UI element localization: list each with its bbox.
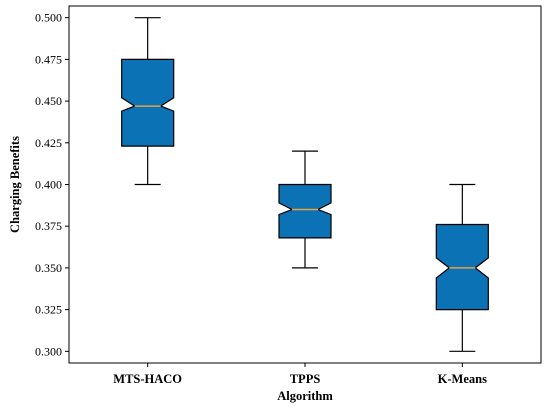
x-tick-label: MTS-HACO <box>113 372 182 386</box>
y-tick-label: 0.500 <box>35 11 62 25</box>
box-series <box>121 17 489 352</box>
box-k-means <box>435 183 489 352</box>
notched-box <box>435 223 489 311</box>
y-tick-label: 0.375 <box>35 219 62 233</box>
box-mts-haco <box>121 17 175 186</box>
y-tick-label: 0.325 <box>35 303 62 317</box>
notched-box <box>121 58 175 147</box>
y-axis-title: Charging Benefits <box>8 136 22 233</box>
x-tick-label: K-Means <box>438 372 487 386</box>
y-tick-label: 0.350 <box>35 261 62 275</box>
x-axis-title: Algorithm <box>277 389 333 403</box>
y-tick-label: 0.300 <box>35 344 62 358</box>
y-tick-label: 0.425 <box>35 136 62 150</box>
y-tick-label: 0.400 <box>35 178 62 192</box>
y-axis-ticks: 0.300 0.325 0.350 0.375 0.400 0.425 0.450 0.475… <box>35 11 69 358</box>
notched-box <box>278 183 332 239</box>
y-tick-label: 0.450 <box>35 94 62 108</box>
x-axis-ticks: MTS-HACO TPPS K-Means <box>113 363 487 386</box>
x-tick-label: TPPS <box>290 372 321 386</box>
box-tpps <box>278 150 332 269</box>
y-tick-label: 0.475 <box>35 52 62 66</box>
